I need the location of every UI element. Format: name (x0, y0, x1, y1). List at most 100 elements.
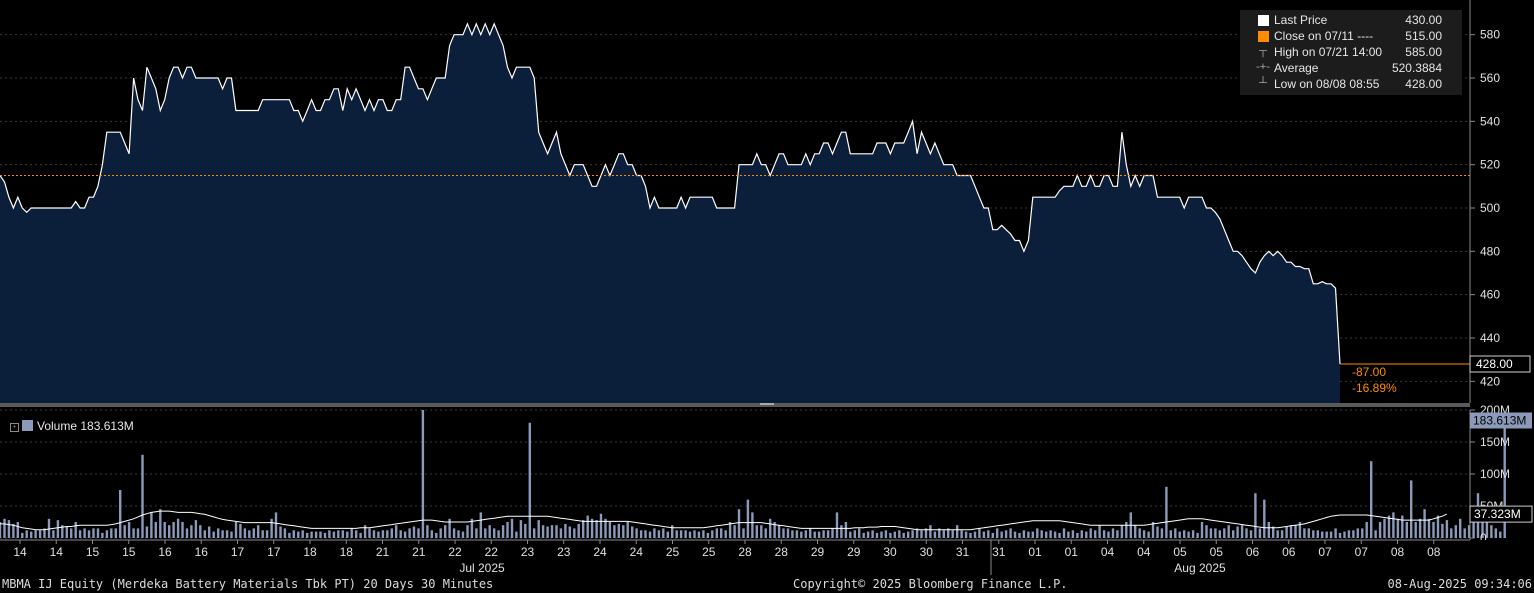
volume-bar (154, 522, 157, 538)
last-price-tag: 428.00 (1476, 357, 1513, 371)
legend-item-high[interactable]: ┬ High on 07/21 14:00 585.00 (1240, 44, 1462, 60)
volume-bar (38, 530, 42, 538)
volume-bar (1227, 525, 1230, 538)
legend-item-close[interactable]: Close on 07/11 ---- 515.00 (1240, 28, 1462, 44)
volume-bar (1018, 532, 1021, 538)
volume-bar (435, 532, 438, 538)
volume-bar (586, 515, 589, 538)
volume-bar (1383, 518, 1386, 538)
price-area-fill (0, 23, 1340, 404)
volume-bar (1463, 528, 1466, 538)
price-change: -87.00 (1352, 365, 1386, 379)
x-tick-label: 07 (1318, 545, 1332, 559)
volume-bar (1347, 530, 1351, 538)
volume-bar (257, 525, 260, 538)
legend-value: 520.3884 (1391, 61, 1442, 75)
volume-bar (359, 532, 362, 538)
volume-bar (568, 526, 571, 538)
volume-bar (791, 530, 794, 538)
volume-bar (978, 528, 981, 538)
volume-bar (127, 522, 131, 538)
volume-bar (1000, 531, 1003, 538)
volume-bar (1356, 528, 1359, 538)
volume-bar (951, 530, 954, 538)
volume-bar (1280, 530, 1284, 538)
legend-label: High on 07/21 14:00 (1274, 45, 1383, 59)
volume-bar (386, 530, 389, 538)
volume-bar (225, 530, 229, 538)
volume-bar (755, 525, 758, 538)
volume-bar (466, 525, 469, 538)
volume-bar (541, 525, 545, 538)
x-tick-label: 18 (340, 545, 354, 559)
volume-tick-label: 100M (1480, 467, 1510, 481)
volume-legend[interactable]: + Volume 183.613M (10, 419, 134, 433)
average-marker-icon: -+- (1256, 61, 1270, 73)
volume-bar (1481, 518, 1484, 538)
x-tick-label: 22 (485, 545, 499, 559)
volume-bar (599, 513, 603, 538)
volume-bar (1387, 515, 1391, 538)
legend-item-average[interactable]: -+- Average 520.3884 (1240, 60, 1462, 76)
volume-tick-label: 150M (1480, 435, 1510, 449)
price-tick-label: 500 (1480, 201, 1500, 215)
volume-bar (1298, 522, 1302, 538)
volume-bar (310, 531, 313, 538)
volume-bar (991, 532, 994, 538)
volume-bar (1307, 528, 1310, 538)
volume-bar (835, 512, 839, 538)
volume-bar (1343, 531, 1346, 538)
legend-item-last-price[interactable]: Last Price 430.00 (1240, 12, 1462, 28)
legend-item-low[interactable]: ┴ Low on 08/08 08:55 428.00 (1240, 76, 1462, 92)
volume-bar (795, 530, 799, 538)
volume-bar (1094, 530, 1097, 538)
volume-bar (1267, 522, 1270, 538)
volume-bar (684, 530, 687, 538)
volume-bar (907, 531, 910, 538)
volume-bar (622, 525, 625, 538)
volume-bar (1196, 532, 1199, 538)
volume-bar (1396, 518, 1400, 538)
pane-divider[interactable] (0, 403, 1470, 407)
volume-bar (720, 528, 723, 538)
volume-bar (3, 518, 6, 538)
high-marker-icon: ┬ (1259, 45, 1267, 57)
volume-bar (70, 528, 73, 538)
volume-bar (501, 525, 505, 538)
volume-bar (550, 525, 554, 538)
volume-bar (221, 530, 224, 538)
volume-bar (924, 528, 928, 538)
volume-bar (279, 526, 282, 538)
volume-bar (1080, 530, 1083, 538)
volume-bar (61, 525, 64, 538)
volume-bar (1352, 530, 1355, 538)
volume-bar (942, 530, 945, 538)
x-tick-label: 04 (1137, 545, 1151, 559)
volume-bar (947, 528, 950, 538)
volume-bar (920, 530, 923, 538)
volume-bar (16, 522, 19, 538)
volume-bar (1294, 525, 1297, 538)
volume-bar (1013, 531, 1017, 538)
volume-bar (92, 528, 95, 538)
volume-bar (831, 528, 834, 538)
volume-bar (159, 509, 162, 538)
volume-bar (439, 528, 442, 538)
volume-bar (506, 522, 509, 538)
x-tick-label: 14 (50, 545, 64, 559)
pane-divider-handle[interactable] (760, 403, 774, 405)
volume-bar (350, 528, 353, 538)
volume-bar (444, 525, 447, 538)
volume-bar (1499, 531, 1502, 538)
volume-bar (346, 531, 349, 538)
volume-bar (964, 531, 968, 538)
volume-bar (822, 530, 825, 538)
x-axis-background (0, 540, 1534, 575)
volume-bar (853, 530, 856, 538)
volume-bar (697, 531, 701, 538)
volume-bar (871, 530, 874, 538)
volume-bar (0, 522, 2, 538)
volume-bar (292, 530, 295, 538)
volume-bar (1272, 526, 1275, 538)
expand-icon[interactable]: + (10, 423, 19, 432)
